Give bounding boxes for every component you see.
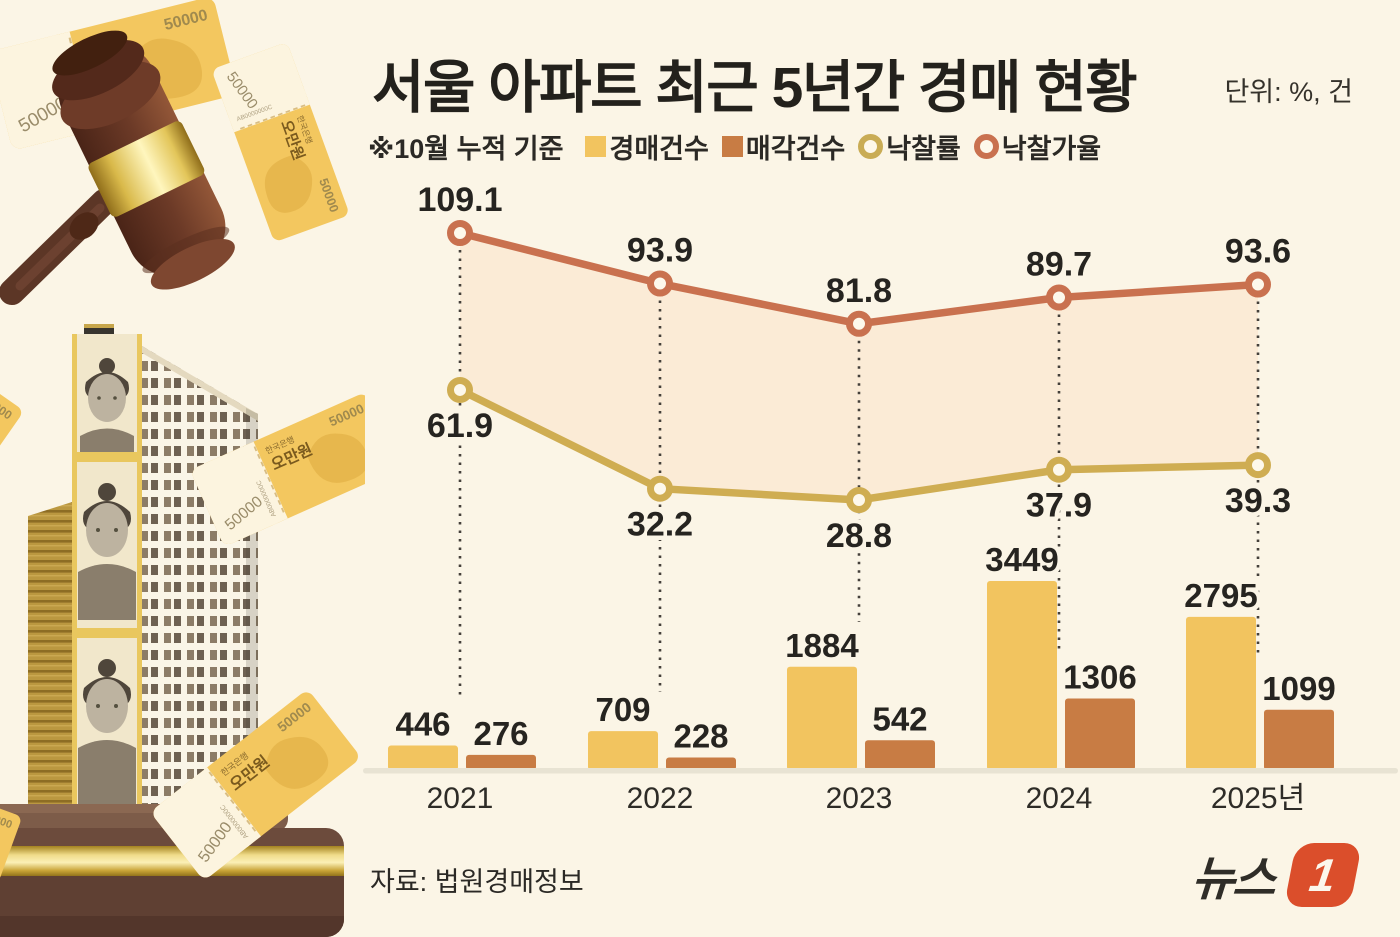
rate-point xyxy=(1245,271,1271,298)
legend-label-success-rate: 낙찰률 xyxy=(886,133,961,164)
rate-point xyxy=(846,486,872,513)
rate-value-label: 89.7 xyxy=(1026,246,1092,284)
bar-value-label: 3449 xyxy=(985,541,1058,578)
bar-value-label: 542 xyxy=(872,700,927,737)
rate-value-label: 81.8 xyxy=(826,272,892,310)
news1-logo: 뉴스 1 xyxy=(1189,840,1363,909)
bar-value-label: 2795 xyxy=(1184,577,1257,614)
bar-value-label: 228 xyxy=(673,718,728,755)
rate-value-label: 93.6 xyxy=(1225,233,1291,271)
legend-label-auction-count: 경매건수 xyxy=(609,133,709,164)
legend-label-price-ratio: 낙찰가율 xyxy=(1001,133,1102,164)
money-building xyxy=(28,324,258,818)
x-axis-line xyxy=(363,768,1398,774)
legend-item-price-ratio: 낙찰가율 xyxy=(973,127,1102,166)
bar-value-label: 1099 xyxy=(1262,670,1335,707)
rate-value-label: 28.8 xyxy=(826,517,892,555)
bar-sold-count xyxy=(865,740,935,770)
legend-label-sold-count: 매각건수 xyxy=(745,133,846,164)
bar-auction-count xyxy=(588,731,658,770)
bill-portrait xyxy=(78,659,136,812)
bar-auction-count xyxy=(388,745,458,770)
bar-sold-count xyxy=(466,754,536,770)
rate-value-label: 32.2 xyxy=(627,506,693,544)
bar-value-label: 1306 xyxy=(1063,658,1136,695)
rate-point xyxy=(846,310,872,337)
news1-logo-mark: 1 xyxy=(1283,842,1363,907)
auction-count-swatch xyxy=(585,135,607,157)
legend-item-auction-count: 경매건수 xyxy=(585,127,709,166)
news1-logo-mark-digit: 1 xyxy=(1306,848,1340,901)
price-ratio-swatch xyxy=(973,133,999,159)
podium xyxy=(0,804,344,937)
x-axis-year-label: 2023 xyxy=(826,782,893,815)
rate-value-label: 93.9 xyxy=(627,232,693,270)
rate-value-label: 39.3 xyxy=(1225,482,1291,520)
bar-sold-count xyxy=(666,757,736,770)
legend-basis-note: ※10월 누적 기준 xyxy=(368,133,564,164)
sold-count-swatch xyxy=(721,135,743,157)
page-title: 서울 아파트 최근 5년간 경매 현황 xyxy=(372,56,1138,120)
bar-auction-count xyxy=(987,581,1057,770)
unit-label: 단위: %, 건 xyxy=(1224,77,1353,107)
x-axis-year-label: 2025년 xyxy=(1211,782,1305,815)
bar-value-label: 276 xyxy=(473,715,528,752)
x-axis-year-label: 2021 xyxy=(427,782,494,815)
x-axis-year-label: 2024 xyxy=(1026,782,1093,815)
rate-point xyxy=(1046,456,1072,483)
bill-portrait xyxy=(78,483,136,620)
bill-portrait xyxy=(80,358,134,452)
rate-value-label: 109.1 xyxy=(417,181,502,219)
bar-value-label: 709 xyxy=(595,691,650,728)
rate-point xyxy=(1046,284,1072,311)
rate-value-label: 61.9 xyxy=(427,407,493,445)
money-gavel-illustration: 한국은행 오만원 50000 50000 AB0000000C xyxy=(0,0,365,937)
gavel xyxy=(0,30,235,305)
rate-point xyxy=(647,270,673,297)
legend-item-sold-count: 매각건수 xyxy=(721,127,846,166)
success-rate-swatch xyxy=(858,133,884,159)
bar-auction-count xyxy=(787,666,857,770)
bar-value-label: 1884 xyxy=(785,627,859,664)
legend-item-success-rate: 낙찰률 xyxy=(858,127,961,166)
bar-sold-count xyxy=(1065,698,1135,770)
rate-point xyxy=(447,376,473,403)
rate-point xyxy=(647,475,673,502)
bar-auction-count xyxy=(1186,616,1256,770)
chart-legend: ※10월 누적 기준 경매건수 매각건수 낙찰률 낙찰가율 xyxy=(368,128,1114,164)
bar-value-label: 446 xyxy=(395,706,450,743)
bar-sold-count xyxy=(1264,709,1334,770)
rate-point xyxy=(1245,452,1271,479)
news1-logo-text: 뉴스 xyxy=(1189,852,1276,905)
source-label: 자료: 법원경매정보 xyxy=(370,867,584,897)
rate-value-label: 37.9 xyxy=(1026,487,1092,525)
rate-point xyxy=(447,220,473,246)
x-axis-year-label: 2022 xyxy=(627,782,694,815)
